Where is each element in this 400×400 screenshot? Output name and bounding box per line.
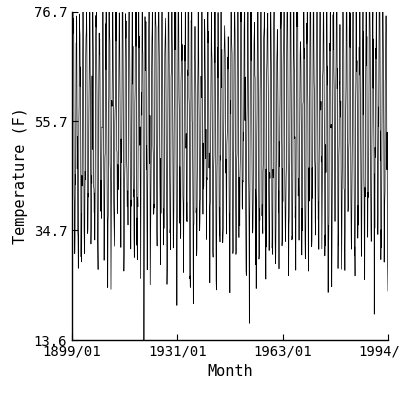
- Y-axis label: Temperature (F): Temperature (F): [13, 108, 28, 244]
- X-axis label: Month: Month: [207, 364, 253, 380]
